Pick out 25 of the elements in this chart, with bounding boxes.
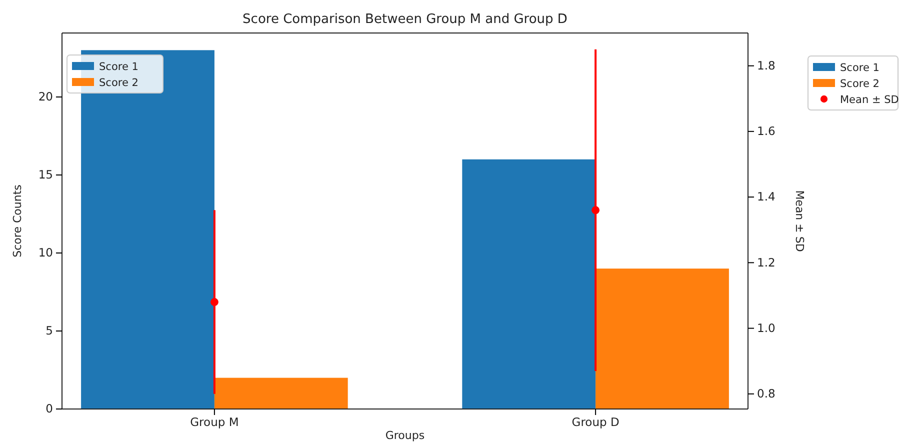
- bar: [214, 378, 348, 409]
- y-tick-label: 10: [38, 246, 53, 260]
- y2-tick-label: 1.2: [757, 255, 776, 270]
- legend-label: Mean ± SD: [840, 94, 899, 106]
- y2-axis-title: Mean ± SD: [793, 190, 806, 252]
- y2-tick-label: 1.6: [757, 124, 776, 138]
- legend-label: Score 2: [99, 77, 138, 89]
- chart-title: Score Comparison Between Group M and Group D: [242, 12, 568, 27]
- text: Score 2: [840, 78, 880, 90]
- y2-tick-label: 0.8: [757, 386, 776, 401]
- bar: [596, 268, 729, 409]
- x-tick-label: Group D: [572, 415, 620, 430]
- bar: [462, 159, 596, 409]
- text: Score 1: [840, 62, 880, 74]
- legend-label: Score 1: [99, 61, 138, 73]
- y-axis-title: Score Counts: [11, 184, 24, 258]
- y2-tick-label: 1.8: [757, 58, 776, 72]
- y-tick-label: 0: [46, 402, 53, 416]
- x-axis-title: Groups: [385, 429, 425, 442]
- y-tick-label: 5: [46, 324, 53, 338]
- x-tick-label: Group M: [190, 415, 239, 430]
- y2-tick-label: 1.0: [757, 320, 776, 335]
- y2-tick-label: 1.4: [757, 190, 776, 204]
- y-tick-label: 15: [38, 168, 53, 182]
- y-tick-label: 20: [38, 90, 53, 104]
